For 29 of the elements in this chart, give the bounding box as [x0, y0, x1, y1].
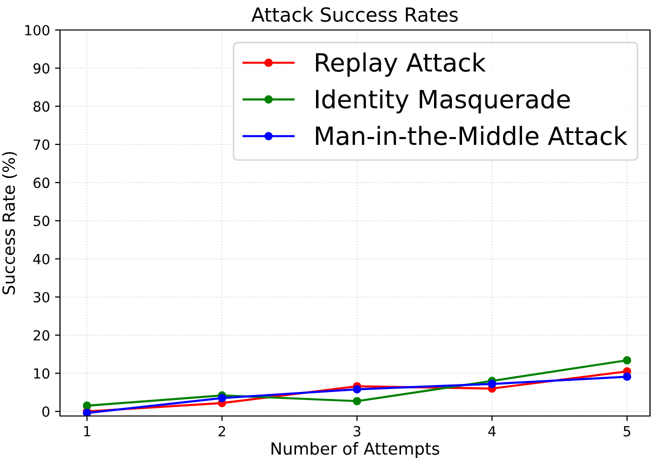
point	[82, 402, 92, 410]
y-tick-label: 90	[33, 63, 50, 74]
x-tick-label: 3	[354, 426, 360, 436]
legend-label: Replay Attack	[316, 52, 486, 77]
y-tick-label: 50	[34, 216, 50, 226]
y-tick-label: 60	[34, 178, 50, 188]
x-tick-label: 2	[218, 426, 226, 436]
y-tick-label: 0	[42, 406, 50, 417]
chart-title: Attack Success Rates	[251, 6, 458, 22]
legend-label: Identity Masquerade	[316, 89, 570, 114]
y-tick-label: 20	[34, 330, 50, 341]
x-tick-label: 1	[84, 426, 90, 436]
point	[352, 396, 362, 406]
x-axis-title: Number of Attempts	[272, 442, 440, 458]
y-tick-label: 80	[34, 101, 50, 112]
legend-label: Man-in-the-Middle Attack	[316, 126, 628, 146]
y-tick-label: 70	[34, 139, 50, 150]
point	[218, 394, 226, 402]
x-tick-label: 4	[488, 426, 496, 436]
y-tick-label: 100	[25, 24, 50, 36]
point	[352, 385, 362, 394]
point	[622, 356, 632, 364]
x-tick-label: 5	[624, 426, 630, 436]
point	[488, 380, 496, 388]
y-tick-label: 10	[34, 368, 50, 379]
y-axis-title: Success Rate (%)	[2, 152, 17, 294]
y-tick-label: 40	[33, 254, 50, 264]
y-tick-label: 30	[34, 292, 50, 302]
point	[622, 372, 632, 381]
